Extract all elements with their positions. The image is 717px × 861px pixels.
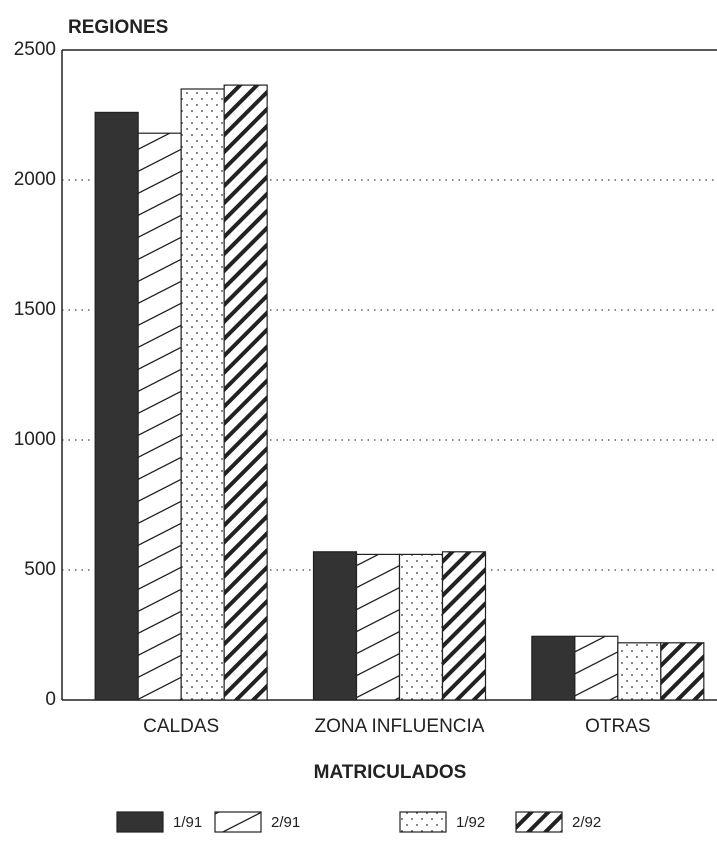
legend-swatch [399,811,447,833]
bar [660,642,705,701]
legend-label: 2/92 [572,814,601,831]
x-axis-label: MATRICULADOS [314,762,467,783]
axis-title: REGIONES [68,17,168,38]
bar [312,551,358,701]
y-tick-label: 0 [45,689,56,710]
bar [574,635,619,701]
bar [223,84,268,701]
y-tick-label: 500 [24,559,56,580]
legend-swatch [515,811,563,833]
bar [441,551,487,701]
bar [531,635,576,701]
bar [617,642,662,701]
y-tick-label: 1000 [14,429,56,450]
x-tick-label: OTRAS [585,716,650,737]
y-tick-label: 2000 [14,169,56,190]
y-tick-label: 1500 [14,299,56,320]
bar [398,553,444,701]
bar [355,553,401,701]
legend-label: 1/92 [456,814,485,831]
legend-swatch [214,811,262,833]
legend-label: 1/91 [173,814,202,831]
x-tick-label: CALDAS [143,716,219,737]
legend-swatch [116,811,164,833]
bar [180,88,225,701]
y-tick-label: 2500 [14,39,56,60]
bar [94,111,139,701]
x-tick-label: ZONA INFLUENCIA [315,716,485,737]
bar [137,132,182,701]
legend-label: 2/91 [271,814,300,831]
